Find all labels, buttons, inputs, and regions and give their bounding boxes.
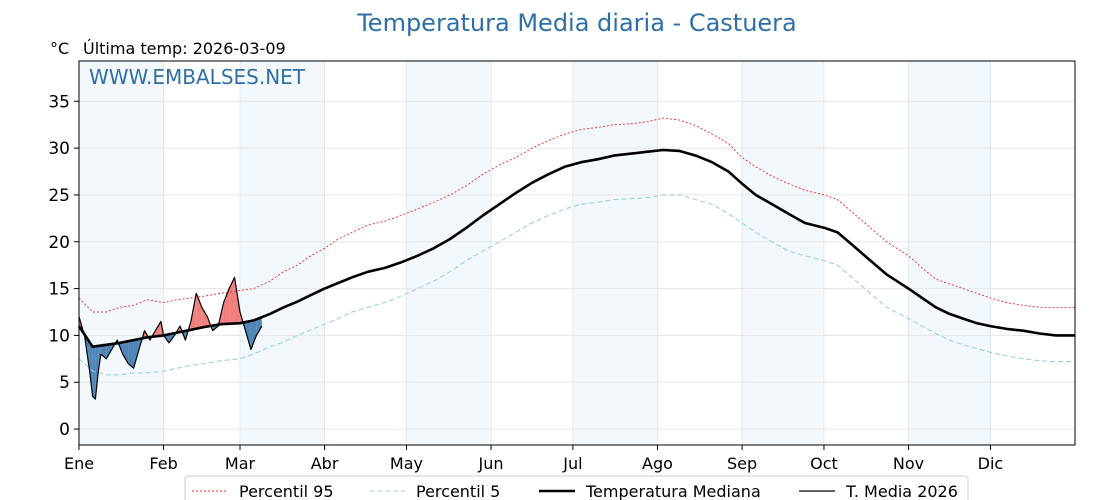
below-median-fill (95, 345, 99, 400)
y-axis: 0 5 10 15 20 25 30 35 (48, 92, 79, 440)
x-tick-label: Jul (562, 454, 582, 473)
chart-title: Temperatura Media diaria - Castuera (356, 9, 797, 37)
plot-frame (78, 60, 1076, 446)
y-tick-label: 10 (48, 326, 70, 346)
x-axis: Ene Feb Mar Abr May Jun Jul Ago Sep Oct Nov Dic (64, 445, 1003, 473)
month-band (406, 61, 492, 445)
month-band (572, 61, 658, 445)
below-median-fill (122, 341, 129, 364)
y-tick-label: 15 (48, 280, 70, 300)
legend-label: T. Media 2026 (845, 482, 958, 500)
month-bands (79, 61, 991, 445)
above-median-fill (196, 293, 202, 329)
x-tick-label: Ene (64, 454, 94, 473)
below-median-fill (106, 344, 112, 359)
legend-label: Percentil 95 (239, 482, 334, 500)
above-median-fill (201, 307, 208, 328)
y-tick-label: 25 (48, 186, 70, 206)
x-tick-label: Dic (978, 454, 1004, 473)
x-tick-label: May (390, 454, 423, 473)
legend-label: Temperatura Mediana (585, 482, 761, 500)
series-lines (77, 117, 1075, 400)
y-tick-label: 30 (48, 139, 70, 159)
current-year-line (78, 276, 263, 400)
x-tick-label: Oct (810, 454, 838, 473)
above-median-fill (229, 277, 235, 324)
below-median-fill (92, 346, 96, 400)
x-tick-label: Nov (893, 454, 924, 473)
legend: Percentil 95 Percentil 5 Temperatura Media… (184, 475, 969, 500)
x-tick-label: Abr (311, 454, 339, 473)
x-tick-label: Feb (149, 454, 177, 473)
y-tick-label: 5 (59, 373, 70, 393)
legend-box (184, 475, 969, 500)
x-tick-label: Sep (727, 454, 757, 473)
p95-line (78, 117, 1075, 313)
above-median-fill (155, 321, 161, 337)
y-tick-label: 20 (48, 233, 70, 253)
below-median-fill (256, 317, 262, 336)
last-temp-label: Última temp: 2026-03-09 (83, 39, 286, 58)
y-tick-label: 35 (48, 92, 70, 112)
legend-label: Percentil 5 (416, 482, 500, 500)
watermark: WWW.EMBALSES.NET (89, 65, 306, 89)
median-line (77, 148, 1075, 349)
below-median-fill (133, 338, 140, 369)
month-band (908, 61, 991, 445)
month-band (742, 61, 824, 445)
below-median-fill (100, 344, 107, 359)
p5-line (78, 194, 1075, 376)
x-tick-label: Mar (225, 454, 256, 473)
x-tick-label: Jun (478, 454, 504, 473)
above-median-fill (223, 288, 230, 325)
below-median-fill (128, 340, 134, 369)
x-tick-label: Ago (642, 454, 673, 473)
below-median-fill (250, 319, 257, 350)
below-median-fill (245, 320, 251, 350)
y-tick-label: 0 (59, 420, 70, 440)
unit-label: °C (50, 39, 69, 58)
month-band (239, 61, 325, 445)
